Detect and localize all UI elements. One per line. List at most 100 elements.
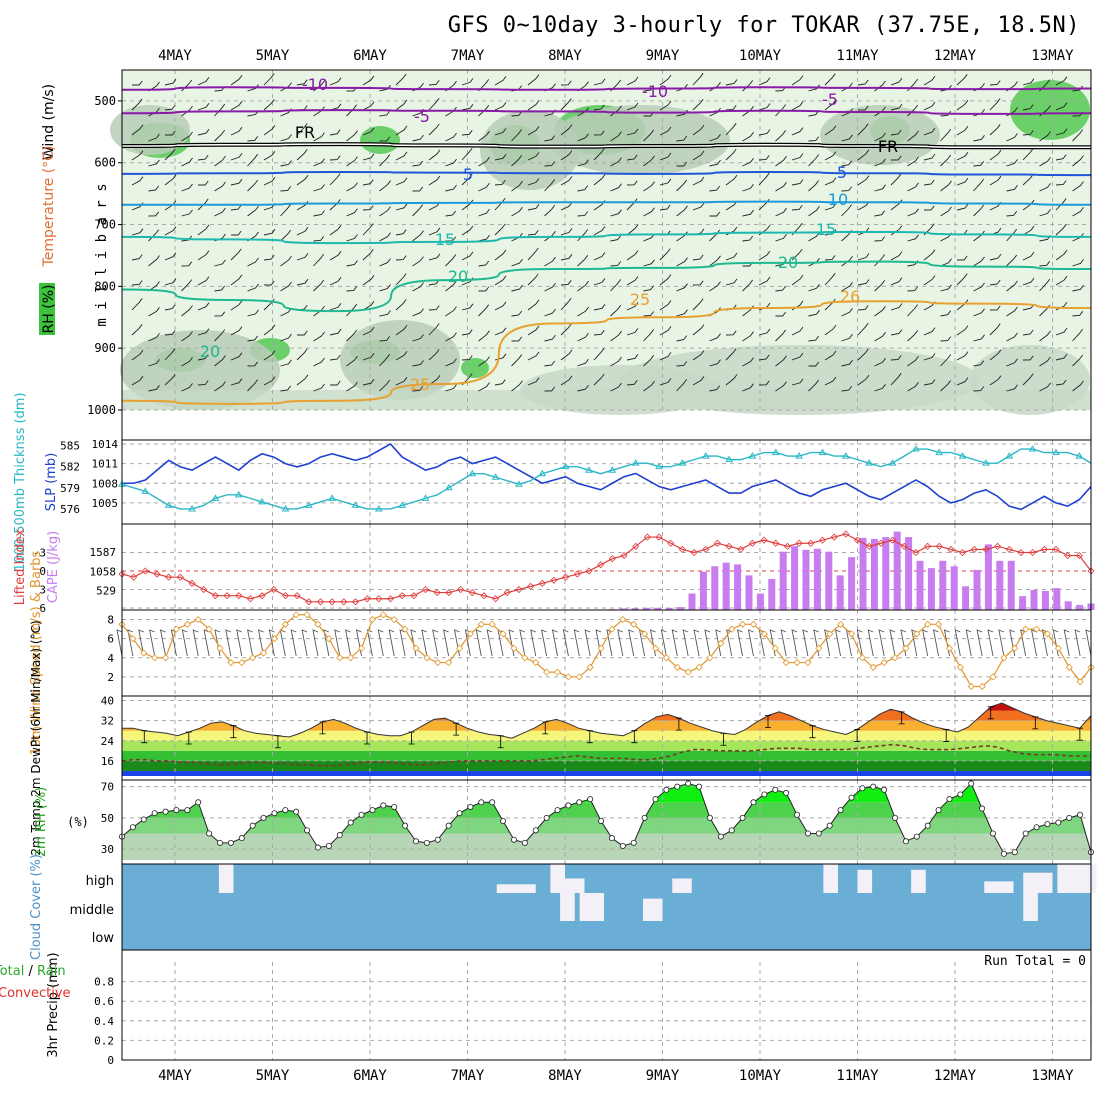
date-label-top: 9MAY bbox=[646, 48, 680, 64]
li-marker bbox=[970, 545, 978, 553]
wind-barb bbox=[296, 227, 309, 236]
wind-barb bbox=[617, 629, 624, 657]
wind-barb bbox=[989, 175, 1002, 186]
wind-barb bbox=[313, 80, 325, 92]
series-line bbox=[122, 442, 1092, 511]
date-label-top: 6MAY bbox=[353, 48, 387, 64]
wind-barb bbox=[544, 386, 556, 392]
wind-barb bbox=[445, 384, 457, 392]
wind-barb bbox=[692, 72, 704, 86]
li-marker bbox=[457, 585, 465, 594]
thickness-marker bbox=[211, 494, 220, 501]
rh-marker bbox=[870, 783, 877, 790]
precip-label: 3hr Precip (mm) bbox=[46, 952, 61, 1057]
slp-tick: 1005 bbox=[92, 497, 119, 510]
wind-barb bbox=[445, 210, 457, 217]
wind-barb bbox=[131, 124, 144, 136]
wind-barb bbox=[445, 358, 457, 367]
wind-marker bbox=[423, 654, 431, 662]
rh-marker bbox=[173, 807, 180, 814]
li-marker bbox=[947, 545, 955, 553]
wind-barb bbox=[362, 353, 375, 361]
wind-marker bbox=[314, 620, 322, 628]
wind-barb bbox=[911, 629, 918, 657]
wind-barb bbox=[923, 327, 936, 336]
wind-barb bbox=[890, 225, 903, 236]
rh-marker bbox=[195, 799, 202, 806]
li-marker bbox=[550, 576, 558, 584]
wind-barb bbox=[987, 629, 994, 657]
wind-barb bbox=[923, 275, 936, 286]
wind-barb bbox=[824, 73, 836, 86]
minmax-bar bbox=[542, 721, 549, 735]
cloud-bar-high bbox=[984, 881, 1014, 893]
wind-marker bbox=[390, 615, 398, 624]
wind-barb bbox=[197, 302, 210, 311]
wind-barb bbox=[692, 176, 705, 186]
rh-band bbox=[122, 783, 1091, 803]
cape-bar bbox=[973, 569, 981, 610]
series-line bbox=[121, 743, 1091, 767]
date-label-bottom: 13MAY bbox=[1031, 1068, 1074, 1084]
wind-barb bbox=[626, 154, 638, 161]
slp-tick: 1008 bbox=[92, 477, 119, 490]
wind-barb bbox=[659, 152, 672, 161]
wind-barb bbox=[475, 629, 482, 657]
wind-barb bbox=[907, 208, 919, 217]
minmax-bar bbox=[720, 732, 727, 746]
isotherm-label: FR bbox=[295, 123, 315, 142]
wind-barb bbox=[940, 154, 952, 167]
temp-tick: 40 bbox=[101, 695, 114, 708]
precip-legend-total: Total bbox=[0, 964, 24, 979]
cape-bar bbox=[802, 549, 810, 610]
wind-barb bbox=[149, 629, 156, 657]
wind-barb bbox=[544, 256, 556, 267]
wind-barb bbox=[709, 134, 721, 142]
cape-bar bbox=[848, 557, 856, 610]
wind-barb bbox=[1006, 228, 1018, 242]
wind-barb bbox=[940, 354, 952, 367]
rh-marker bbox=[521, 839, 528, 846]
rh-shade bbox=[360, 126, 400, 154]
wind-barb bbox=[395, 299, 407, 311]
wind-barb bbox=[164, 252, 177, 261]
minmax-bar bbox=[586, 730, 593, 744]
wind-barb bbox=[1022, 277, 1035, 286]
wind-marker bbox=[249, 654, 257, 662]
wind-barb bbox=[857, 149, 870, 161]
wind-barb bbox=[461, 130, 473, 136]
wind-barb bbox=[659, 248, 671, 261]
wind-barb bbox=[296, 79, 308, 86]
cape-bar bbox=[870, 538, 878, 610]
wind-barb bbox=[428, 375, 441, 386]
wind-barb bbox=[379, 353, 391, 367]
rh-marker bbox=[1000, 850, 1007, 857]
wind-barb bbox=[626, 302, 639, 311]
li-tick: 0 bbox=[39, 565, 46, 578]
wind-barb bbox=[808, 379, 820, 392]
wind-barb bbox=[1055, 275, 1068, 286]
wind-barb bbox=[230, 326, 243, 336]
rh-tick: 30 bbox=[101, 843, 114, 856]
li-marker bbox=[281, 592, 290, 600]
slp-tick: 1014 bbox=[92, 438, 119, 451]
wind-barb bbox=[593, 104, 605, 111]
wind-barb bbox=[560, 228, 573, 236]
wind-barb bbox=[775, 311, 787, 317]
wind-barb bbox=[428, 123, 440, 136]
cape-bar bbox=[1007, 560, 1015, 610]
wind-barb bbox=[626, 380, 638, 386]
rh-marker bbox=[304, 827, 311, 834]
cloud-bar-high bbox=[565, 878, 585, 893]
wind-barb bbox=[692, 280, 704, 286]
wind-barb bbox=[693, 629, 700, 657]
wind-barb bbox=[758, 172, 770, 186]
cloud-bar-middle bbox=[643, 898, 663, 921]
wind-barb bbox=[956, 99, 969, 111]
rh-tick: 50 bbox=[101, 812, 114, 825]
temp2m-label: 2m Temp 2m DewPt (6hr Min/Max) (°C) bbox=[29, 620, 43, 855]
rh-marker bbox=[227, 839, 234, 846]
wind-barb bbox=[214, 355, 226, 367]
wind-barb bbox=[593, 148, 605, 161]
wind-barb bbox=[263, 73, 275, 86]
